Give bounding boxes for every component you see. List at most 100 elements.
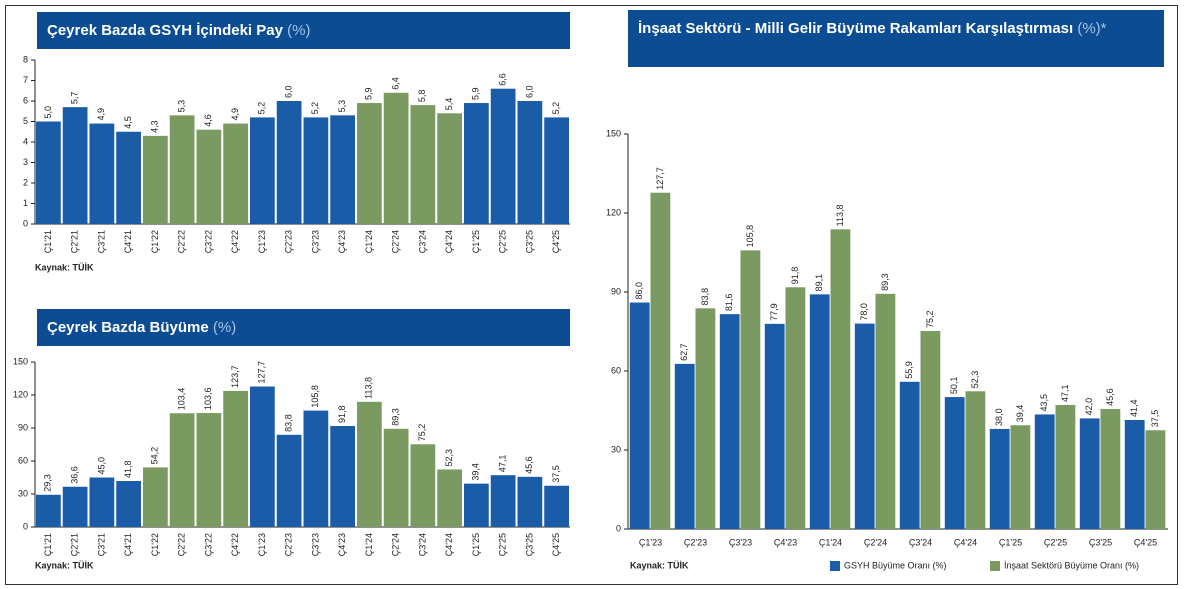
value-label: 54,2: [150, 447, 160, 465]
y-tick-label: 0: [23, 521, 28, 531]
x-tick-label: Ç1'25: [471, 230, 481, 253]
value-label: 62,7: [679, 343, 689, 361]
y-tick-label: 60: [611, 365, 621, 375]
x-tick-label: Ç1'22: [150, 230, 160, 253]
bar: [250, 117, 275, 224]
source-note: Kaynak: TÜİK: [35, 262, 94, 272]
value-label: 5,2: [551, 102, 561, 115]
x-tick-label: Ç2'22: [177, 533, 187, 556]
bar: [785, 287, 806, 529]
value-label: 4,9: [230, 108, 240, 121]
bar: [650, 192, 671, 529]
value-label: 78,0: [859, 303, 869, 321]
bar: [36, 494, 61, 527]
y-tick-label: 2: [23, 177, 28, 187]
bar: [875, 293, 896, 529]
bar: [250, 386, 275, 527]
bar: [330, 426, 355, 527]
bar: [276, 434, 302, 527]
value-label: 75,2: [417, 424, 427, 442]
x-tick-label: Ç2'21: [70, 533, 80, 556]
source-note: Kaynak: TÜİK: [630, 560, 689, 570]
value-label: 45,0: [96, 457, 106, 475]
legend-swatch: [990, 561, 1000, 571]
y-tick-label: 1: [23, 198, 28, 208]
x-tick-label: Ç1'24: [819, 537, 842, 547]
chart-title: Çeyrek Bazda GSYH İçindeki Pay: [47, 22, 283, 39]
x-tick-label: Ç4'21: [123, 230, 133, 253]
value-label: 5,9: [471, 88, 481, 101]
bar: [989, 428, 1010, 529]
bar: [544, 117, 569, 224]
x-tick-label: Ç4'22: [230, 230, 240, 253]
value-label: 113,8: [835, 204, 845, 226]
y-tick-label: 30: [18, 488, 28, 498]
bar: [223, 123, 248, 224]
x-tick-label: Ç4'23: [337, 533, 347, 556]
x-tick-label: Ç3'23: [310, 230, 320, 253]
bar: [490, 88, 516, 224]
x-tick-label: Ç1'23: [639, 537, 662, 547]
value-label: 6,0: [284, 85, 294, 98]
x-tick-label: Ç1'25: [999, 537, 1022, 547]
y-tick-label: 0: [616, 523, 621, 533]
value-label: 5,0: [43, 106, 53, 119]
value-label: 6,4: [391, 77, 401, 90]
x-tick-label: Ç4'23: [337, 230, 347, 253]
legend-label: GSYH Büyüme Oranı (%): [844, 560, 947, 570]
value-label: 39,4: [471, 463, 481, 481]
bar: [62, 107, 88, 224]
value-label: 5,4: [444, 98, 454, 111]
legend-swatch: [830, 561, 840, 571]
x-tick-label: Ç4'22: [230, 533, 240, 556]
x-tick-label: Ç3'24: [417, 230, 427, 253]
bar: [629, 302, 650, 529]
bar: [116, 481, 141, 527]
bar: [809, 294, 830, 529]
y-tick-label: 6: [23, 95, 28, 105]
y-tick-label: 120: [13, 389, 28, 399]
x-tick-label: Ç4'25: [551, 533, 561, 556]
value-label: 81,6: [724, 294, 734, 312]
value-label: 36,6: [70, 466, 80, 484]
bar: [517, 101, 543, 224]
x-tick-label: Ç1'23: [257, 533, 267, 556]
x-tick-label: Ç2'24: [391, 230, 401, 253]
y-tick-label: 60: [18, 455, 28, 465]
bar: [1100, 408, 1121, 529]
bar: [899, 381, 920, 529]
x-tick-label: Ç4'24: [954, 537, 977, 547]
value-label: 77,9: [769, 303, 779, 321]
x-tick-label: Ç1'24: [364, 230, 374, 253]
x-tick-label: Ç2'23: [284, 230, 294, 253]
bar: [830, 229, 851, 529]
x-tick-label: Ç2'25: [498, 230, 508, 253]
bar: [143, 135, 168, 224]
bar: [719, 314, 740, 529]
x-tick-label: Ç2'25: [498, 533, 508, 556]
chart-unit: (%)*: [1077, 20, 1107, 37]
value-label: 89,3: [391, 408, 401, 426]
bar: [223, 390, 248, 527]
value-label: 113,8: [364, 377, 374, 399]
bar: [854, 323, 875, 529]
y-tick-label: 90: [611, 286, 621, 296]
bar: [740, 250, 761, 530]
bar: [544, 485, 569, 527]
x-tick-label: Ç4'23: [774, 537, 797, 547]
value-label: 91,8: [790, 267, 800, 285]
value-label: 50,1: [949, 377, 959, 395]
y-tick-label: 5: [23, 116, 28, 126]
y-tick-label: 3: [23, 157, 28, 167]
x-tick-label: Ç3'23: [310, 533, 320, 556]
chart-unit: (%): [287, 22, 311, 39]
value-label: 103,4: [177, 388, 187, 411]
bar: [1124, 419, 1145, 529]
bar: [276, 101, 302, 224]
value-label: 91,8: [337, 405, 347, 423]
bar: [490, 475, 516, 527]
value-label: 86,0: [634, 282, 644, 300]
x-tick-label: Ç4'24: [444, 533, 454, 556]
